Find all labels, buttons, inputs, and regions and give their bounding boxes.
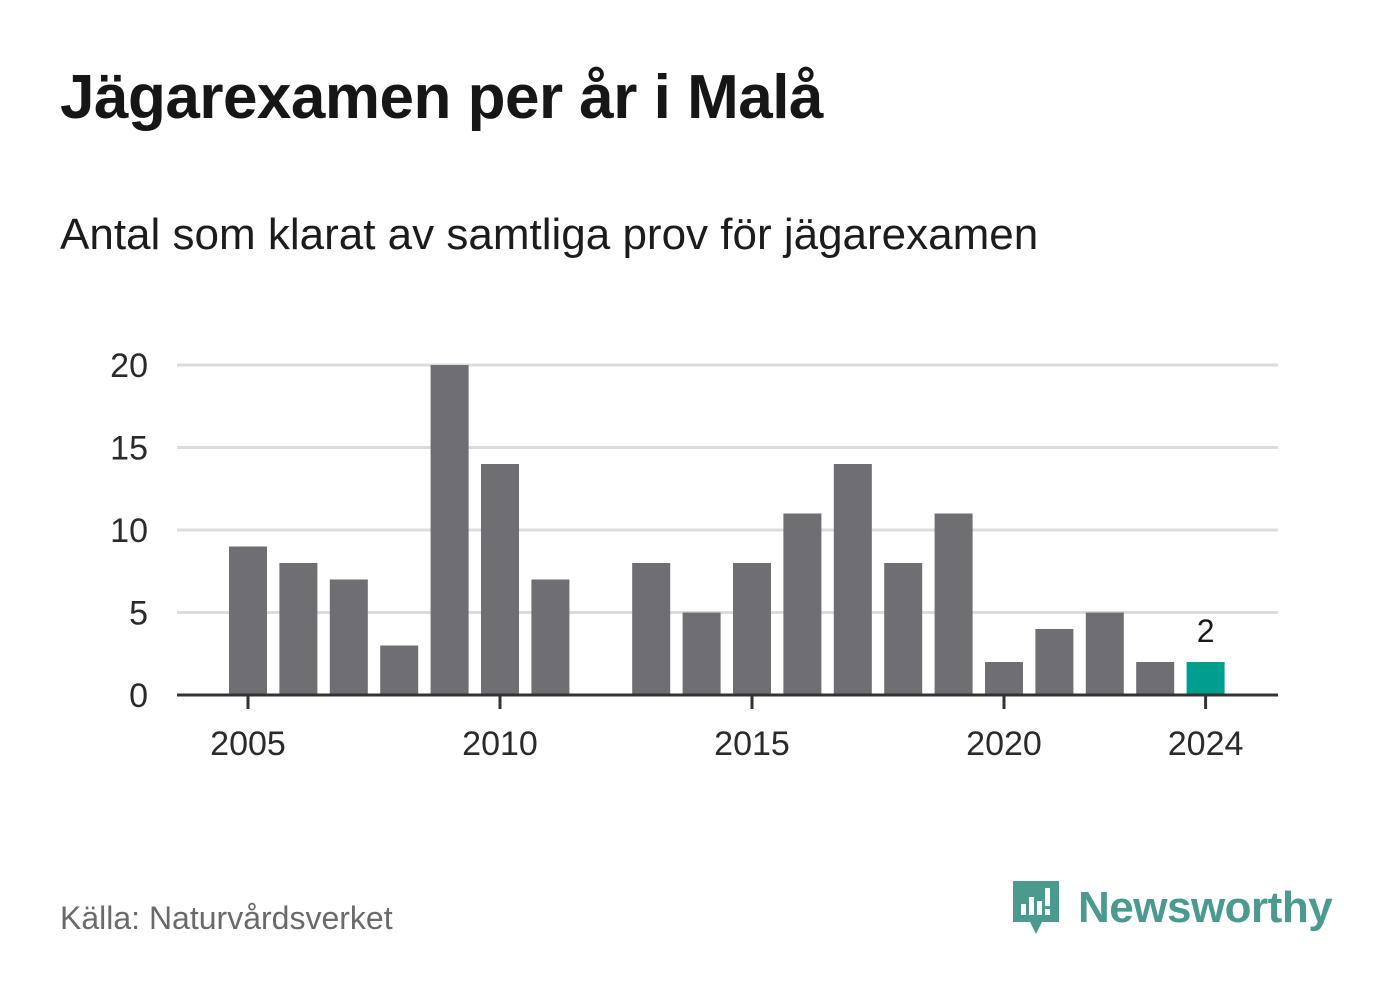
bar [682,612,721,695]
bar [229,546,267,695]
x-tick-label: 2020 [966,725,1042,763]
brand-logo: Newsworthy [1010,878,1333,938]
y-tick-label: 10 [110,512,148,550]
brand-name: Newsworthy [1078,883,1333,932]
y-axis-ticks: 0 5 10 15 20 [110,347,148,715]
x-axis-ticks: 2005 2010 2015 2020 2024 [210,695,1243,763]
bar [481,464,519,695]
y-tick-label: 5 [129,595,148,633]
bar [934,513,973,695]
bar [1136,662,1175,695]
y-tick-label: 15 [110,430,148,468]
y-tick-label: 20 [110,347,148,385]
bar-chart: 0 5 10 15 20 2005 2010 2015 2020 2024 2 [110,347,1278,763]
chart-title: Jägarexamen per år i Malå [60,63,823,132]
bar [783,513,822,695]
bar-highlighted [1186,662,1225,695]
bar [884,563,923,695]
source-note: Källa: Naturvårdsverket [60,900,393,936]
bar [1085,612,1124,695]
bars [229,365,1225,695]
newsworthy-logo-icon [1013,881,1059,934]
bar [279,563,318,695]
x-tick-label: 2010 [462,725,538,763]
gridlines [177,363,1278,614]
bar [380,645,419,695]
x-tick-label: 2015 [714,725,790,763]
bar [329,579,368,695]
y-tick-label: 0 [129,677,148,715]
bar [632,563,671,695]
x-tick-label: 2005 [210,725,286,763]
bar [430,365,469,695]
bar [985,662,1023,695]
bar [531,579,570,695]
x-tick-label: 2024 [1168,725,1244,763]
bar [733,563,771,695]
data-labels: 2 [1193,609,1219,653]
chart-subtitle: Antal som klarat av samtliga prov för jä… [60,210,1039,259]
data-label: 2 [1197,613,1215,649]
bar [1035,629,1074,695]
bar [833,464,872,695]
